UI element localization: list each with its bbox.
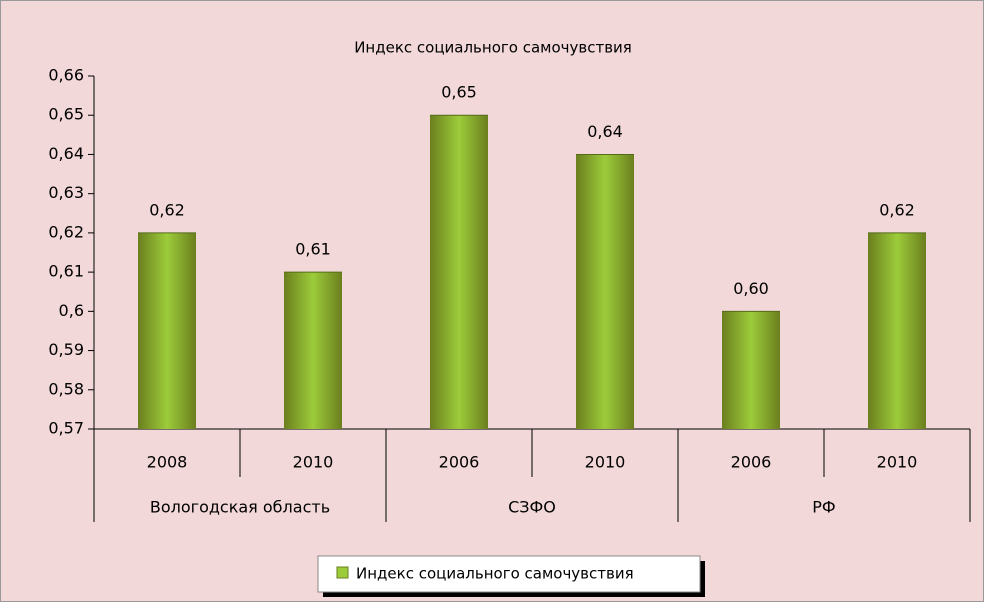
legend [317,555,701,593]
group-label: Вологодская область [150,498,330,517]
y-tick-label: 0,63 [48,183,84,202]
bar [138,232,196,429]
x-tick-label: 2006 [731,453,772,472]
y-tick-label: 0,62 [48,222,84,241]
y-tick-label: 0,64 [48,144,84,163]
group-label: СЗФО [508,498,556,517]
bar [284,272,342,429]
chart-title: Индекс социального самочувствия [354,39,632,57]
bar [722,311,780,429]
value-label: 0,61 [295,240,331,259]
y-tick-label: 0,61 [48,262,84,281]
bar [576,154,634,429]
value-label: 0,62 [879,200,915,219]
legend-label: Индекс социального самочувствия [356,565,634,583]
x-tick-label: 2010 [293,453,334,472]
legend-swatch [336,566,349,579]
x-tick-label: 2008 [147,453,188,472]
x-tick-label: 2006 [439,453,480,472]
value-label: 0,64 [587,122,623,141]
group-label: РФ [812,498,835,517]
value-label: 0,60 [733,279,769,298]
x-tick-label: 2010 [877,453,918,472]
y-tick-label: 0,59 [48,340,84,359]
x-tick-label: 2010 [585,453,626,472]
value-label: 0,62 [149,200,185,219]
y-tick-label: 0,58 [48,379,84,398]
value-label: 0,65 [441,83,477,102]
y-tick-label: 0,65 [48,105,84,124]
bar [868,232,926,429]
bar [430,115,488,429]
y-tick-label: 0,66 [48,66,84,85]
y-tick-label: 0,57 [48,419,84,438]
y-tick-label: 0,6 [59,301,84,320]
